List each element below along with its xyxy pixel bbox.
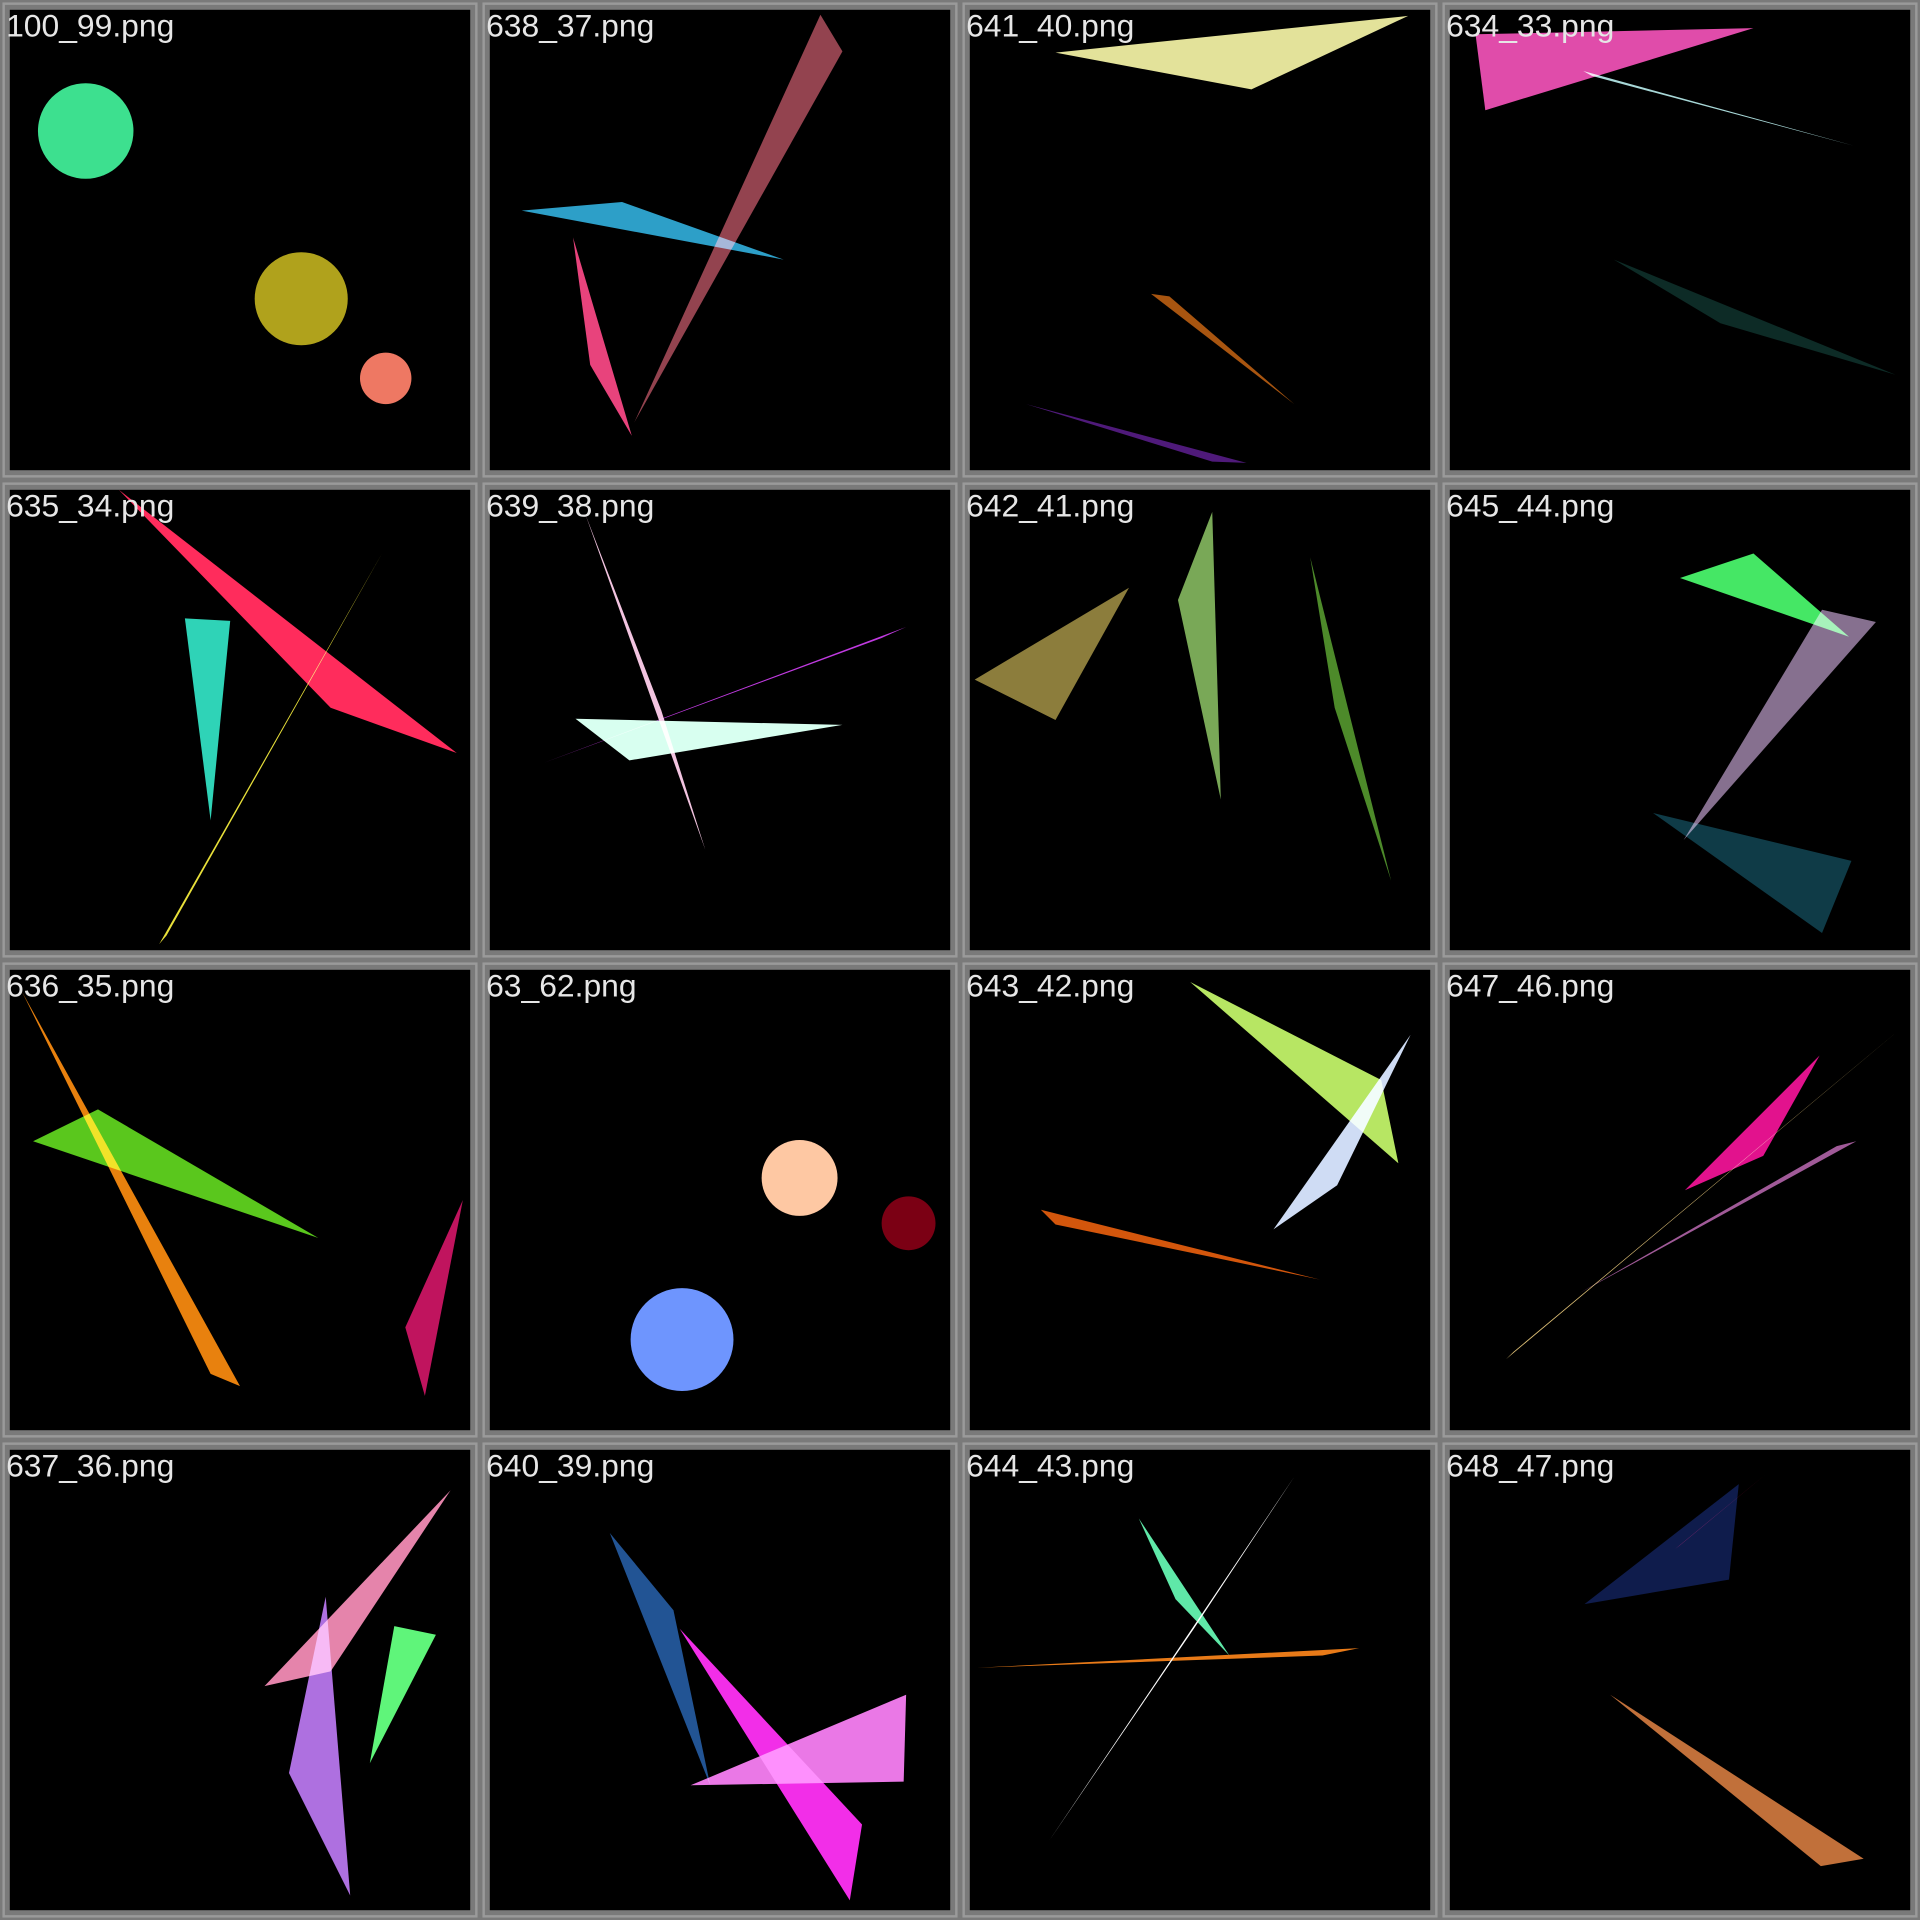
triangle	[405, 1200, 463, 1396]
circle	[630, 1288, 734, 1392]
triangle	[977, 1648, 1360, 1668]
triangle	[1613, 259, 1896, 375]
tile-image	[489, 489, 951, 951]
circle	[761, 1140, 838, 1216]
tile-border	[2, 2, 478, 478]
triangle	[634, 14, 843, 423]
tile-border	[482, 2, 958, 478]
triangle	[1177, 511, 1221, 800]
triangle	[974, 587, 1129, 720]
tile-image	[1449, 969, 1911, 1431]
tile-image	[1449, 1449, 1911, 1911]
triangle	[118, 489, 457, 754]
tile-label: 639_38.png	[486, 488, 654, 524]
tile-label: 643_42.png	[966, 968, 1134, 1004]
tile-border	[962, 962, 1438, 1438]
circle	[254, 252, 348, 346]
triangle	[1675, 1474, 1766, 1549]
circle	[360, 352, 412, 405]
triangle	[1680, 553, 1849, 637]
tile-label: 634_33.png	[1446, 8, 1614, 44]
tile-label: 641_40.png	[966, 8, 1134, 44]
tile-border	[482, 962, 958, 1438]
tile-image	[969, 9, 1431, 471]
triangle	[1190, 982, 1399, 1164]
tile-border	[2, 482, 478, 958]
tile-label: 637_36.png	[6, 1448, 174, 1484]
tile-label: 644_43.png	[966, 1448, 1134, 1484]
triangle	[1683, 609, 1876, 840]
triangle	[1610, 1694, 1864, 1867]
tile-label: 648_47.png	[1446, 1448, 1614, 1484]
tile-label: 640_39.png	[486, 1448, 654, 1484]
tile-image	[9, 9, 471, 471]
tile-border	[2, 962, 478, 1438]
tile-label: 100_99.png	[6, 8, 174, 44]
tile-label: 638_37.png	[486, 8, 654, 44]
tile-label: 645_44.png	[1446, 488, 1614, 524]
triangle	[369, 1626, 436, 1764]
tile-image	[969, 969, 1431, 1431]
circle	[881, 1196, 936, 1251]
tile-border	[962, 2, 1438, 478]
tile-label: 647_46.png	[1446, 968, 1614, 1004]
triangle	[1653, 813, 1852, 934]
tile-border	[1442, 962, 1918, 1438]
triangle	[1475, 28, 1754, 111]
tile-border	[962, 482, 1438, 958]
tile-label: 635_34.png	[6, 488, 174, 524]
tile-label: 636_35.png	[6, 968, 174, 1004]
triangle	[521, 202, 784, 260]
tile-labels: 100_99.png 638_37.png 641_40.png 634_33.png…	[6, 8, 1614, 1484]
tile-border	[482, 482, 958, 958]
triangle	[585, 514, 706, 850]
tile-border	[962, 1442, 1438, 1918]
triangle	[33, 1109, 319, 1238]
tile-border	[482, 1442, 958, 1918]
tile-border	[1442, 482, 1918, 958]
circle	[37, 83, 134, 179]
triangle	[1138, 1518, 1230, 1656]
triangle	[1026, 404, 1247, 463]
triangle	[264, 1490, 451, 1687]
triangle	[690, 1694, 907, 1786]
tile-label: 642_41.png	[966, 488, 1134, 524]
tile-border	[1442, 2, 1918, 478]
tile-label: 63_62.png	[486, 968, 636, 1004]
tile-border	[2, 1442, 478, 1918]
triangle	[184, 618, 231, 821]
triangle	[288, 1596, 351, 1896]
triangle	[1684, 1055, 1820, 1191]
tile-image	[969, 1449, 1431, 1911]
triangle	[575, 718, 843, 761]
triangle	[1273, 1034, 1411, 1230]
triangle	[1055, 15, 1409, 90]
tile-border	[1442, 1442, 1918, 1918]
